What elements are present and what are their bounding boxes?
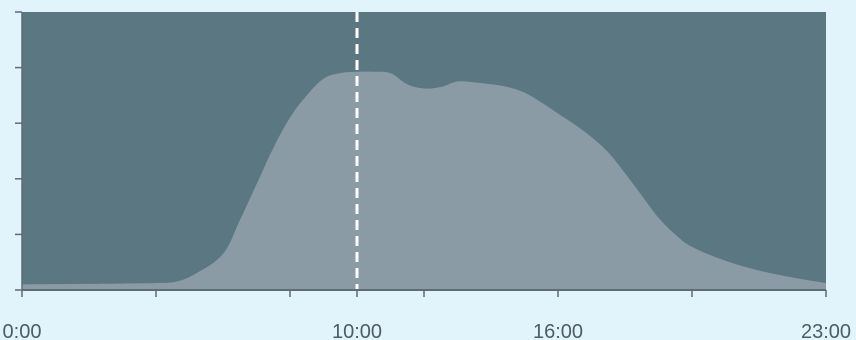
x-tick-label: 23:00: [801, 321, 851, 340]
area-series: [22, 71, 826, 290]
x-tick-label: 16:00: [533, 321, 583, 340]
x-axis-ticks: [21, 290, 827, 297]
x-tick-label: 10:00: [332, 321, 382, 340]
x-tick-label: 0:00: [3, 321, 42, 340]
x-axis-tick-labels: 0:00 10:00 16:00 23:00: [3, 321, 852, 340]
y-axis-ticks: [15, 11, 22, 291]
